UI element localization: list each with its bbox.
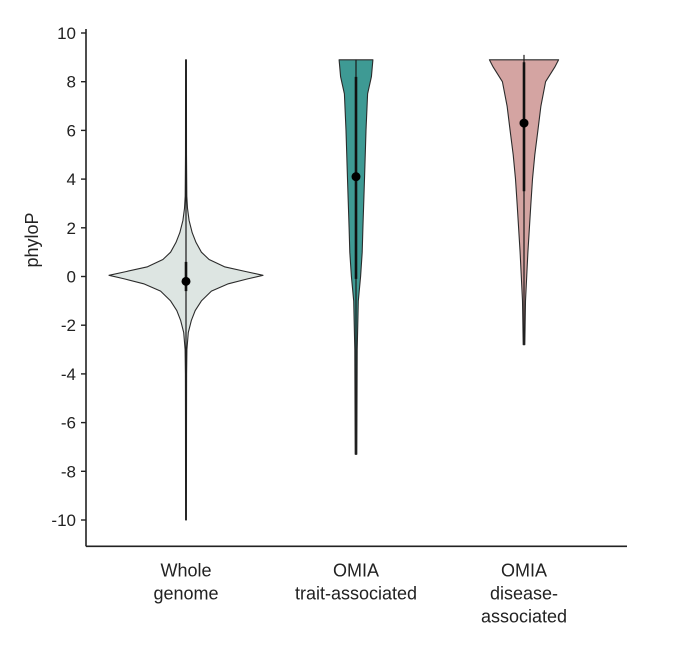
x-category-label: OMIA	[333, 560, 379, 580]
axes: 10 8 6 4 2 0 -2 -4 -6 -8 -10	[51, 24, 627, 548]
y-tick-label: 6	[67, 121, 76, 140]
violins-layer	[108, 54, 560, 521]
x-category-label: trait-associated	[295, 583, 417, 603]
y-tick-label: -8	[61, 462, 76, 481]
y-axis-title: phyloP	[22, 212, 42, 267]
y-tick-label: -10	[51, 511, 76, 530]
violin-mean-point	[351, 172, 361, 182]
x-category-label: disease-	[490, 583, 558, 603]
y-tick-label: 8	[67, 73, 76, 92]
y-tick-label: -6	[61, 414, 76, 433]
y-tick-label: 2	[67, 219, 76, 238]
y-tick-label: -2	[61, 316, 76, 335]
y-tick-label: 0	[67, 268, 76, 287]
labels-layer: phyloP Whole genome OMIA trait-associated OMI…	[22, 212, 567, 626]
violin-mean-point	[519, 118, 529, 128]
x-category-label: OMIA	[501, 560, 547, 580]
x-category-label: genome	[153, 583, 218, 603]
violin-mean-point	[181, 276, 191, 286]
y-tick-label: -4	[61, 365, 76, 384]
x-category-label: associated	[481, 606, 567, 626]
y-tick-label: 10	[57, 24, 76, 43]
y-tick-label: 4	[67, 170, 76, 189]
x-category-label: Whole	[160, 560, 211, 580]
